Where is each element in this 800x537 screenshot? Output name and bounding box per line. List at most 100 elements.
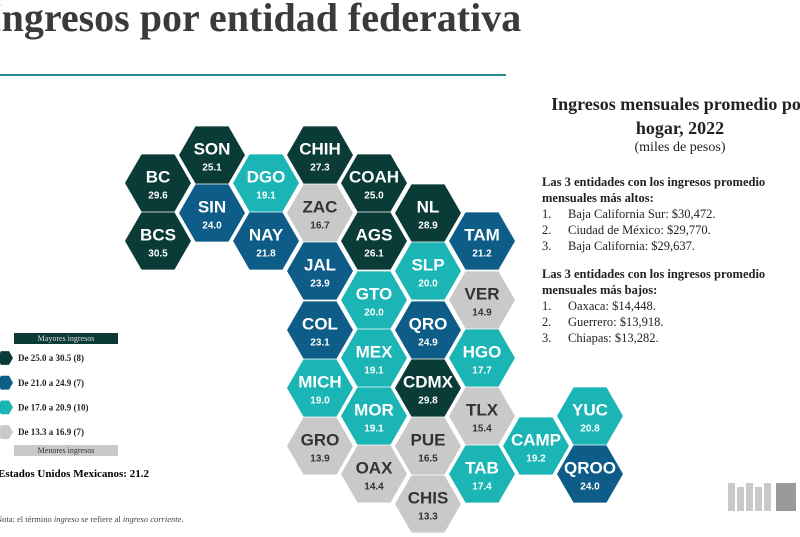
- title-rule: [0, 74, 506, 76]
- list-item: 2. Guerrero: $13,918.: [542, 314, 800, 330]
- item-text: Baja California: $29,637.: [568, 239, 696, 253]
- item-text: Guerrero: $13,918.: [568, 315, 664, 329]
- note: Nota: el término ingreso se refiere al i…: [0, 514, 184, 524]
- list-item: 1. Baja California Sur: $30,472.: [542, 206, 800, 222]
- state-value: 19.2: [526, 454, 546, 465]
- legend-top-box: [14, 333, 118, 344]
- legend-bottom-box: [14, 445, 118, 456]
- legend-swatch: [0, 351, 13, 365]
- state-value: 19.1: [364, 424, 384, 435]
- national-value: Estados Unidos Mexicanos: 21.2: [0, 468, 149, 480]
- item-text: Ciudad de México: $29,770.: [568, 223, 711, 237]
- state-value: 30.5: [148, 249, 168, 260]
- state-hex: [341, 445, 407, 503]
- item-number: 2.: [542, 223, 552, 237]
- state-code: YUC: [572, 400, 608, 419]
- state-code: PUE: [411, 430, 446, 449]
- state-hex: [449, 271, 515, 329]
- state-hex: [233, 212, 299, 270]
- legend-swatch: [0, 425, 13, 439]
- state-code: CDMX: [403, 372, 454, 391]
- state-code: HGO: [463, 342, 502, 361]
- state-code: CHIS: [408, 488, 449, 507]
- state-code: TAM: [464, 225, 500, 244]
- state-code: SIN: [198, 197, 226, 216]
- state-value: 25.0: [364, 191, 384, 202]
- item-text: Baja California Sur: $30,472.: [568, 207, 716, 221]
- item-text: Oaxaca: $14,448.: [568, 299, 656, 313]
- state-hex: [341, 212, 407, 270]
- state-code: QRO: [409, 314, 448, 333]
- panel-section: Las 3 entidades con los ingresos promedi…: [542, 266, 800, 346]
- legend-top: Mayores ingresos: [38, 334, 95, 343]
- state-value: 19.1: [364, 366, 384, 377]
- state-code: GTO: [356, 284, 393, 303]
- state-code: AGS: [356, 225, 393, 244]
- state-hex: [449, 212, 515, 270]
- state-code: SLP: [411, 255, 444, 274]
- state-value: 19.0: [310, 396, 330, 407]
- state-code: MOR: [354, 400, 394, 419]
- state-value: 13.3: [418, 512, 438, 523]
- state-value: 29.6: [148, 191, 168, 202]
- state-hex: [287, 242, 353, 300]
- state-value: 26.1: [364, 249, 384, 260]
- state-hex: [233, 154, 299, 212]
- state-code: DGO: [247, 167, 286, 186]
- state-hex: [395, 184, 461, 242]
- logo-block: [764, 483, 771, 511]
- state-value: 27.3: [310, 163, 330, 174]
- state-value: 23.1: [310, 338, 330, 349]
- state-hex: [341, 271, 407, 329]
- section-heading: Las 3 entidades con los ingresos promedi…: [542, 267, 766, 281]
- state-value: 16.7: [310, 221, 330, 232]
- note-term: ingreso corriente: [122, 514, 182, 524]
- logo-block: [737, 487, 744, 511]
- state-code: BCS: [140, 225, 176, 244]
- section-heading: Las 3 entidades con los ingresos promedi…: [542, 175, 766, 189]
- panel-subtitle: (miles de pesos): [634, 140, 726, 155]
- state-code: JAL: [304, 255, 336, 274]
- panel-section: Las 3 entidades con los ingresos promedi…: [542, 174, 800, 254]
- item-number: 1.: [542, 299, 552, 313]
- state-code: TAB: [465, 458, 499, 477]
- state-hex: [395, 359, 461, 417]
- state-value: 28.9: [418, 221, 438, 232]
- state-hex: [341, 329, 407, 387]
- state-hex: [449, 387, 515, 445]
- logo-block: [728, 483, 735, 511]
- state-hex: [287, 126, 353, 184]
- state-hex: [179, 126, 245, 184]
- state-value: 17.7: [472, 366, 492, 377]
- note-text: Nota: el término: [0, 514, 54, 524]
- state-hex: [341, 387, 407, 445]
- section-heading: mensuales más altos:: [542, 191, 654, 205]
- state-value: 24.0: [580, 482, 600, 493]
- panel-title: Ingresos mensuales promedio por: [551, 94, 800, 114]
- state-code: MICH: [298, 372, 341, 391]
- legend-swatch: [0, 400, 13, 415]
- state-code: MEX: [356, 342, 394, 361]
- state-value: 25.1: [202, 163, 222, 174]
- state-value: 15.4: [472, 424, 492, 435]
- legend-bottom: Menores ingresos: [38, 446, 95, 455]
- note-text: se refiere al: [79, 514, 123, 524]
- state-value: 13.9: [310, 454, 330, 465]
- state-value: 21.2: [472, 249, 492, 260]
- state-hex: [557, 387, 623, 445]
- state-value: 29.8: [418, 396, 438, 407]
- section-heading: mensuales más bajos:: [542, 283, 658, 297]
- state-code: SON: [194, 139, 231, 158]
- state-hex: [125, 212, 191, 270]
- state-hex: [287, 184, 353, 242]
- state-value: 20.0: [364, 308, 384, 319]
- state-code: VER: [465, 284, 500, 303]
- legend-label: De 21.0 a 24.9 (7): [18, 378, 84, 388]
- state-value: 17.4: [472, 482, 492, 493]
- state-hex: [287, 301, 353, 359]
- state-value: 19.1: [256, 191, 276, 202]
- state-value: 24.9: [418, 338, 438, 349]
- logo-block: [755, 487, 762, 511]
- state-hex: [503, 417, 569, 475]
